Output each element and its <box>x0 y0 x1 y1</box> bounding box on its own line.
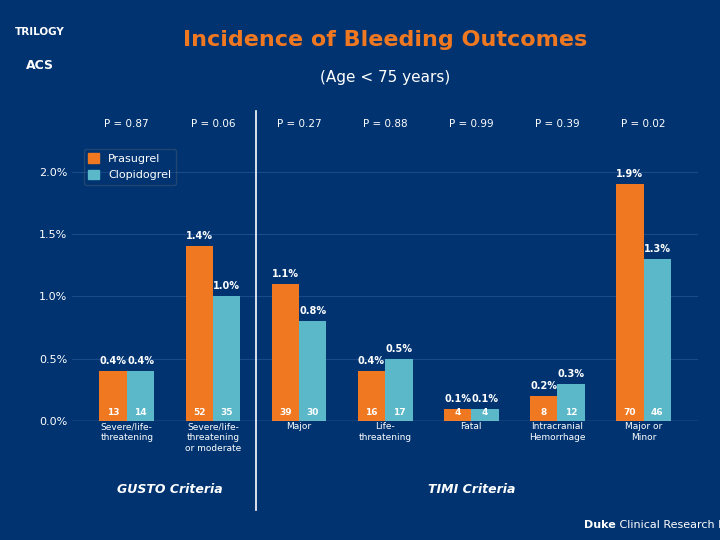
Text: 0.8%: 0.8% <box>300 306 326 316</box>
Text: Duke: Duke <box>584 520 616 530</box>
Bar <box>127 372 154 421</box>
Text: 0.2%: 0.2% <box>530 381 557 391</box>
Text: 1.9%: 1.9% <box>616 169 644 179</box>
Text: 8: 8 <box>541 408 547 417</box>
Text: Severe/life-
threatening
or moderate: Severe/life- threatening or moderate <box>185 422 241 454</box>
Legend: Prasugrel, Clopidogrel: Prasugrel, Clopidogrel <box>84 148 176 185</box>
Text: Fatal: Fatal <box>461 422 482 431</box>
Bar <box>271 284 299 421</box>
Text: Intracranial
Hemorrhage: Intracranial Hemorrhage <box>529 422 585 442</box>
Text: 14: 14 <box>134 408 147 417</box>
Text: 70: 70 <box>624 408 636 417</box>
Bar <box>644 259 671 421</box>
Text: 0.3%: 0.3% <box>558 369 585 379</box>
Bar <box>213 296 240 421</box>
Text: 30: 30 <box>307 408 319 417</box>
Bar <box>186 246 213 421</box>
Text: 35: 35 <box>220 408 233 417</box>
Text: 0.1%: 0.1% <box>472 394 498 404</box>
Text: TIMI Criteria: TIMI Criteria <box>428 483 515 496</box>
Text: 52: 52 <box>193 408 205 417</box>
Text: Severe/life-
threatening: Severe/life- threatening <box>100 422 153 442</box>
Text: 39: 39 <box>279 408 292 417</box>
Bar <box>472 409 499 421</box>
Text: 0.5%: 0.5% <box>385 344 413 354</box>
Text: 1.0%: 1.0% <box>213 281 240 292</box>
Bar <box>616 184 644 421</box>
Text: 0.4%: 0.4% <box>99 356 127 366</box>
Bar <box>358 372 385 421</box>
Text: Life-
threatening: Life- threatening <box>359 422 412 442</box>
Text: 1.4%: 1.4% <box>186 232 212 241</box>
Text: Major: Major <box>287 422 312 431</box>
Text: 16: 16 <box>365 408 378 417</box>
Text: 1.3%: 1.3% <box>644 244 671 254</box>
Text: (Age < 75 years): (Age < 75 years) <box>320 70 450 85</box>
Text: Incidence of Bleeding Outcomes: Incidence of Bleeding Outcomes <box>183 30 588 50</box>
Text: 4: 4 <box>454 408 461 417</box>
Text: P = 0.87: P = 0.87 <box>104 119 149 129</box>
Text: P = 0.02: P = 0.02 <box>621 119 666 129</box>
Text: P = 0.88: P = 0.88 <box>363 119 408 129</box>
Text: 0.4%: 0.4% <box>127 356 154 366</box>
Bar <box>530 396 557 421</box>
Text: 0.1%: 0.1% <box>444 394 471 404</box>
Text: P = 0.39: P = 0.39 <box>535 119 580 129</box>
Text: ACS: ACS <box>26 59 53 72</box>
Text: 1.1%: 1.1% <box>272 269 299 279</box>
Text: GUSTO Criteria: GUSTO Criteria <box>117 483 222 496</box>
Bar <box>444 409 472 421</box>
Text: P = 0.27: P = 0.27 <box>276 119 321 129</box>
Text: 0.4%: 0.4% <box>358 356 385 366</box>
Bar <box>99 372 127 421</box>
Text: P = 0.99: P = 0.99 <box>449 119 494 129</box>
Bar <box>299 321 326 421</box>
Text: 46: 46 <box>651 408 664 417</box>
Text: Clinical Research Institute: Clinical Research Institute <box>616 520 720 530</box>
Bar <box>385 359 413 421</box>
Text: 17: 17 <box>392 408 405 417</box>
Text: P = 0.06: P = 0.06 <box>191 119 235 129</box>
Text: 13: 13 <box>107 408 120 417</box>
Text: 4: 4 <box>482 408 488 417</box>
Text: Major or
Minor: Major or Minor <box>625 422 662 442</box>
Text: 12: 12 <box>565 408 577 417</box>
Text: TRILOGY: TRILOGY <box>14 27 65 37</box>
Bar <box>557 384 585 421</box>
